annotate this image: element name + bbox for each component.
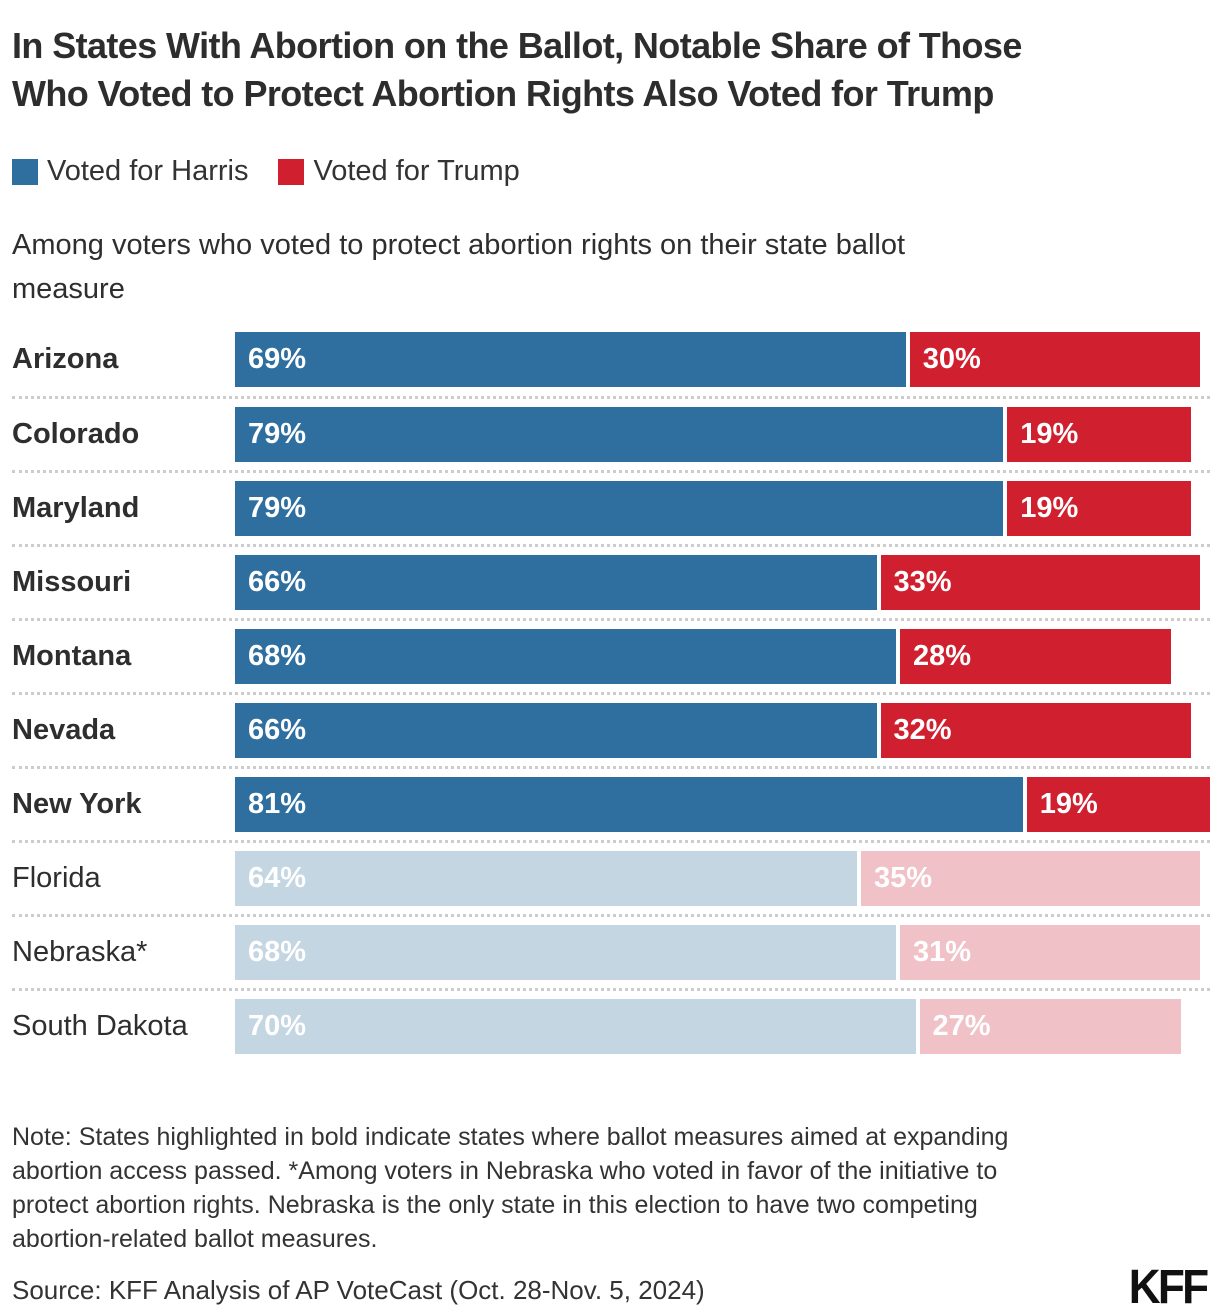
- bar-track: 79% 19%: [235, 407, 1210, 462]
- trump-value-label: 32%: [893, 714, 952, 746]
- legend: Voted for Harris Voted for Trump: [12, 155, 1210, 188]
- footnote-line-2: abortion access passed. *Among voters in…: [12, 1157, 998, 1185]
- footnote-line-1: Note: States highlighted in bold indicat…: [12, 1123, 1009, 1151]
- harris-value-label: 68%: [248, 640, 307, 672]
- state-label: Montana: [12, 640, 132, 672]
- bar-track: 79% 19%: [235, 481, 1210, 536]
- state-row: Missouri 66% 33%: [12, 544, 1210, 618]
- bar-track: 64% 35%: [235, 851, 1210, 906]
- state-label: Florida: [12, 862, 101, 894]
- source-text: Source: KFF Analysis of AP VoteCast (Oct…: [12, 1275, 705, 1305]
- state-row: Nebraska* 68% 31%: [12, 914, 1210, 988]
- bar-track: 66% 33%: [235, 555, 1210, 610]
- trump-value-label: 33%: [893, 566, 952, 598]
- state-label: New York: [12, 788, 142, 820]
- state-row: South Dakota 70% 27%: [12, 988, 1210, 1062]
- state-label: Nebraska*: [12, 936, 148, 968]
- trump-bar-segment: 28%: [900, 629, 1171, 684]
- trump-value-label: 19%: [1020, 418, 1079, 450]
- state-row: Nevada 66% 32%: [12, 692, 1210, 766]
- bar-track: 70% 27%: [235, 999, 1210, 1054]
- trump-bar-segment: 30%: [909, 331, 1201, 387]
- trump-value-label: 27%: [932, 1010, 991, 1042]
- source-row: Source: KFF Analysis of AP VoteCast (Oct…: [12, 1264, 1210, 1312]
- trump-bar-segment: 19%: [1007, 481, 1191, 536]
- trump-value-label: 19%: [1020, 492, 1079, 524]
- chart-subtitle-line-2: measure: [12, 273, 125, 305]
- harris-swatch-icon: [12, 158, 38, 185]
- harris-value-label: 79%: [248, 418, 307, 450]
- state-label: Missouri: [12, 566, 132, 598]
- harris-bar-segment: 79%: [235, 407, 1004, 462]
- trump-swatch-icon: [278, 158, 305, 185]
- chart-title-line-1: In States With Abortion on the Ballot, N…: [12, 25, 1022, 66]
- state-row: Colorado 79% 19%: [12, 396, 1210, 470]
- harris-bar-segment: 81%: [235, 777, 1023, 832]
- bar-track: 68% 31%: [235, 925, 1210, 980]
- trump-value-label: 30%: [922, 342, 981, 375]
- legend-item-harris: Voted for Harris: [12, 155, 248, 188]
- harris-bar-segment: 69%: [235, 331, 906, 387]
- chart-title: In States With Abortion on the Ballot, N…: [12, 22, 1210, 118]
- bar-chart: Arizona 69% 30% Colorado 79% 19% Marylan…: [12, 322, 1210, 1062]
- harris-bar-segment: 70%: [235, 999, 916, 1054]
- harris-bar-segment: 79%: [235, 481, 1004, 536]
- trump-value-label: 35%: [874, 862, 933, 894]
- harris-value-label: 66%: [248, 566, 307, 598]
- trump-bar-segment: 19%: [1026, 777, 1210, 832]
- bar-track: 81% 19%: [235, 777, 1210, 832]
- harris-legend-label: Voted for Harris: [47, 155, 249, 187]
- harris-bar-segment: 64%: [235, 851, 857, 906]
- harris-bar-segment: 68%: [235, 629, 896, 684]
- bar-track: 69% 30%: [235, 331, 1210, 387]
- harris-value-label: 64%: [248, 862, 307, 894]
- chart-subtitle: Among voters who voted to protect aborti…: [12, 223, 1210, 311]
- harris-value-label: 66%: [248, 714, 307, 746]
- harris-value-label: 69%: [248, 342, 307, 375]
- chart-subtitle-line-1: Among voters who voted to protect aborti…: [12, 229, 906, 261]
- harris-bar-segment: 66%: [235, 555, 877, 610]
- trump-value-label: 19%: [1039, 788, 1098, 820]
- trump-bar-segment: 35%: [861, 851, 1201, 906]
- state-row: Florida 64% 35%: [12, 840, 1210, 914]
- harris-bar-segment: 68%: [235, 925, 896, 980]
- state-label: Arizona: [12, 342, 119, 375]
- state-row: Montana 68% 28%: [12, 618, 1210, 692]
- footnote-line-4: abortion-related ballot measures.: [12, 1225, 378, 1253]
- state-row: Arizona 69% 30%: [12, 322, 1210, 396]
- state-label: Colorado: [12, 418, 140, 450]
- trump-legend-label: Voted for Trump: [313, 155, 520, 187]
- harris-value-label: 70%: [248, 1010, 307, 1042]
- legend-item-trump: Voted for Trump: [278, 155, 520, 188]
- trump-value-label: 31%: [913, 936, 972, 968]
- footnote: Note: States highlighted in bold indicat…: [12, 1120, 1210, 1256]
- state-row: Maryland 79% 19%: [12, 470, 1210, 544]
- trump-value-label: 28%: [913, 640, 972, 672]
- state-label: South Dakota: [12, 1010, 188, 1042]
- chart-title-line-2: Who Voted to Protect Abortion Rights Als…: [12, 73, 994, 114]
- state-label: Maryland: [12, 492, 140, 524]
- harris-bar-segment: 66%: [235, 703, 877, 758]
- state-row: New York 81% 19%: [12, 766, 1210, 840]
- harris-value-label: 81%: [248, 788, 307, 820]
- trump-bar-segment: 31%: [900, 925, 1201, 980]
- footnote-line-3: protect abortion rights. Nebraska is the…: [12, 1191, 978, 1219]
- kff-logo: KFF: [1128, 1261, 1208, 1314]
- bar-track: 66% 32%: [235, 703, 1210, 758]
- trump-bar-segment: 32%: [880, 703, 1191, 758]
- trump-bar-segment: 27%: [919, 999, 1181, 1054]
- harris-value-label: 79%: [248, 492, 307, 524]
- bar-track: 68% 28%: [235, 629, 1210, 684]
- harris-value-label: 68%: [248, 936, 307, 968]
- trump-bar-segment: 19%: [1007, 407, 1191, 462]
- state-label: Nevada: [12, 714, 116, 746]
- trump-bar-segment: 33%: [880, 555, 1201, 610]
